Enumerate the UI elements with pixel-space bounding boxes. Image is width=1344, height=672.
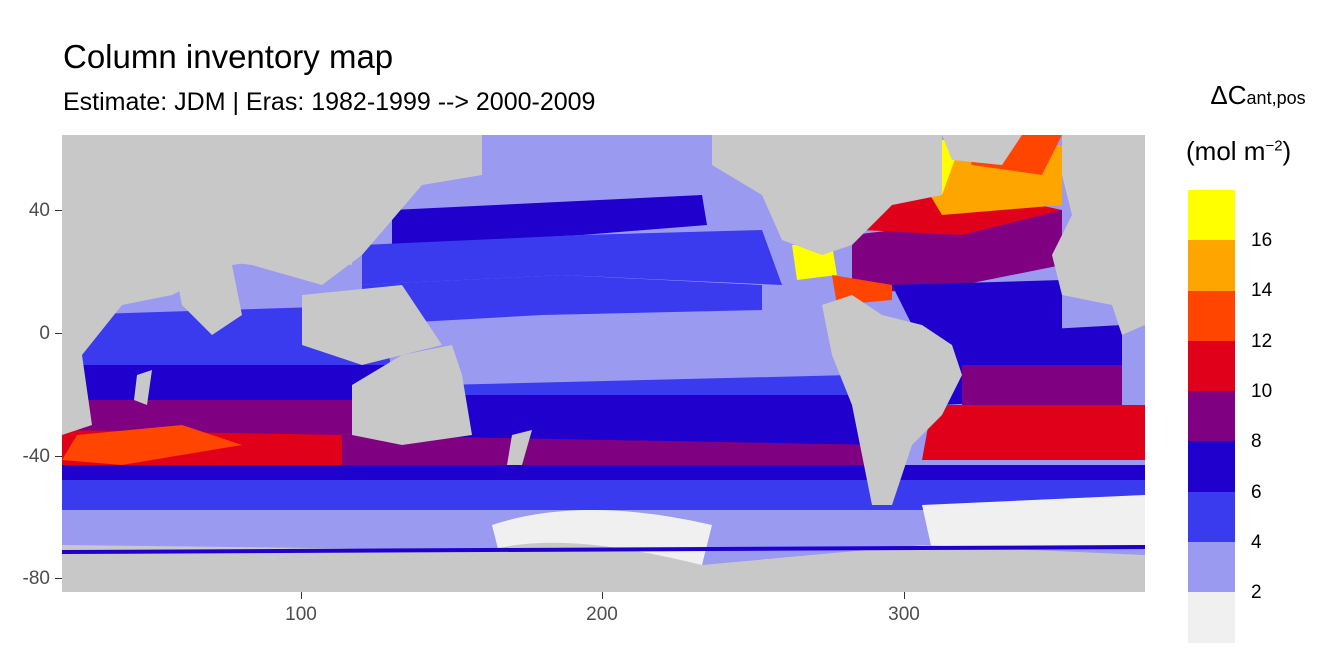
legend-swatch <box>1188 340 1235 392</box>
antarctic-coast-line <box>62 545 1145 554</box>
legend-swatch <box>1188 441 1235 492</box>
legend-colorbar <box>1188 190 1235 643</box>
npacific-band-mid <box>362 230 782 285</box>
x-tick-label: 100 <box>285 604 317 625</box>
indonesia <box>302 285 442 365</box>
indian-band-5 <box>62 425 242 465</box>
legend-title-main: ΔC <box>1210 80 1247 110</box>
so-band-dark <box>62 465 1145 480</box>
north-america <box>712 135 942 255</box>
madagascar <box>134 370 152 405</box>
y-tick-label: 40 <box>28 200 50 221</box>
y-tick <box>55 456 62 457</box>
legend-swatch <box>1188 592 1235 643</box>
australia <box>352 345 472 445</box>
legend-label: 8 <box>1251 431 1262 452</box>
legend-unit-prefix: (mol m <box>1186 136 1266 166</box>
satl-red <box>922 405 1145 460</box>
y-tick-label: -80 <box>22 568 50 589</box>
legend-label: 12 <box>1251 331 1273 352</box>
legend-label: 14 <box>1251 280 1273 301</box>
x-tick <box>904 592 905 599</box>
legend-title-sub: ant,pos <box>1246 88 1306 108</box>
y-tick <box>55 578 62 579</box>
new-zealand <box>507 430 532 465</box>
legend-label: 10 <box>1251 381 1273 402</box>
legend-swatch <box>1188 391 1235 442</box>
india <box>172 255 242 335</box>
y-tick-label: -40 <box>22 446 50 467</box>
legend-label: 4 <box>1251 532 1262 553</box>
legend-swatch <box>1188 542 1235 593</box>
x-tick <box>301 592 302 599</box>
y-tick <box>55 210 62 211</box>
map-title: Column inventory map <box>63 38 394 75</box>
npacific-band-lower <box>362 275 762 325</box>
south-america <box>822 295 962 505</box>
legend-unit-suffix: ) <box>1282 136 1292 166</box>
legend-title: ΔCant,pos <box>1183 80 1333 111</box>
legend-swatch <box>1188 491 1235 543</box>
map-subtitle: Estimate: JDM | Eras: 1982-1999 --> 2000… <box>63 88 596 116</box>
legend-unit-exp: −2 <box>1265 137 1283 155</box>
weddell-sea-white <box>922 495 1145 550</box>
legend-unit: (mol m−2) <box>1186 136 1291 167</box>
inventory-map <box>62 135 1145 592</box>
legend-label: 6 <box>1251 482 1262 503</box>
antarctica <box>62 542 1145 592</box>
spacific-band-2 <box>462 395 862 445</box>
tropatl-dark <box>892 280 1062 345</box>
eq-pacific <box>362 315 842 395</box>
asia <box>62 135 482 285</box>
npacific-band-dark <box>392 195 707 245</box>
map-panel <box>62 135 1145 592</box>
legend-swatch <box>1188 190 1235 241</box>
x-tick <box>602 592 603 599</box>
greenland <box>942 135 1022 165</box>
x-tick-label: 200 <box>586 604 618 625</box>
y-tick <box>55 333 62 334</box>
legend-label: 16 <box>1251 230 1273 251</box>
legend-swatch <box>1188 290 1235 341</box>
x-tick-label: 300 <box>888 604 920 625</box>
legend-swatch <box>1188 240 1235 291</box>
legend-label: 2 <box>1251 582 1262 603</box>
europe-africa-east <box>1052 135 1145 335</box>
y-tick-label: 0 <box>39 323 50 344</box>
